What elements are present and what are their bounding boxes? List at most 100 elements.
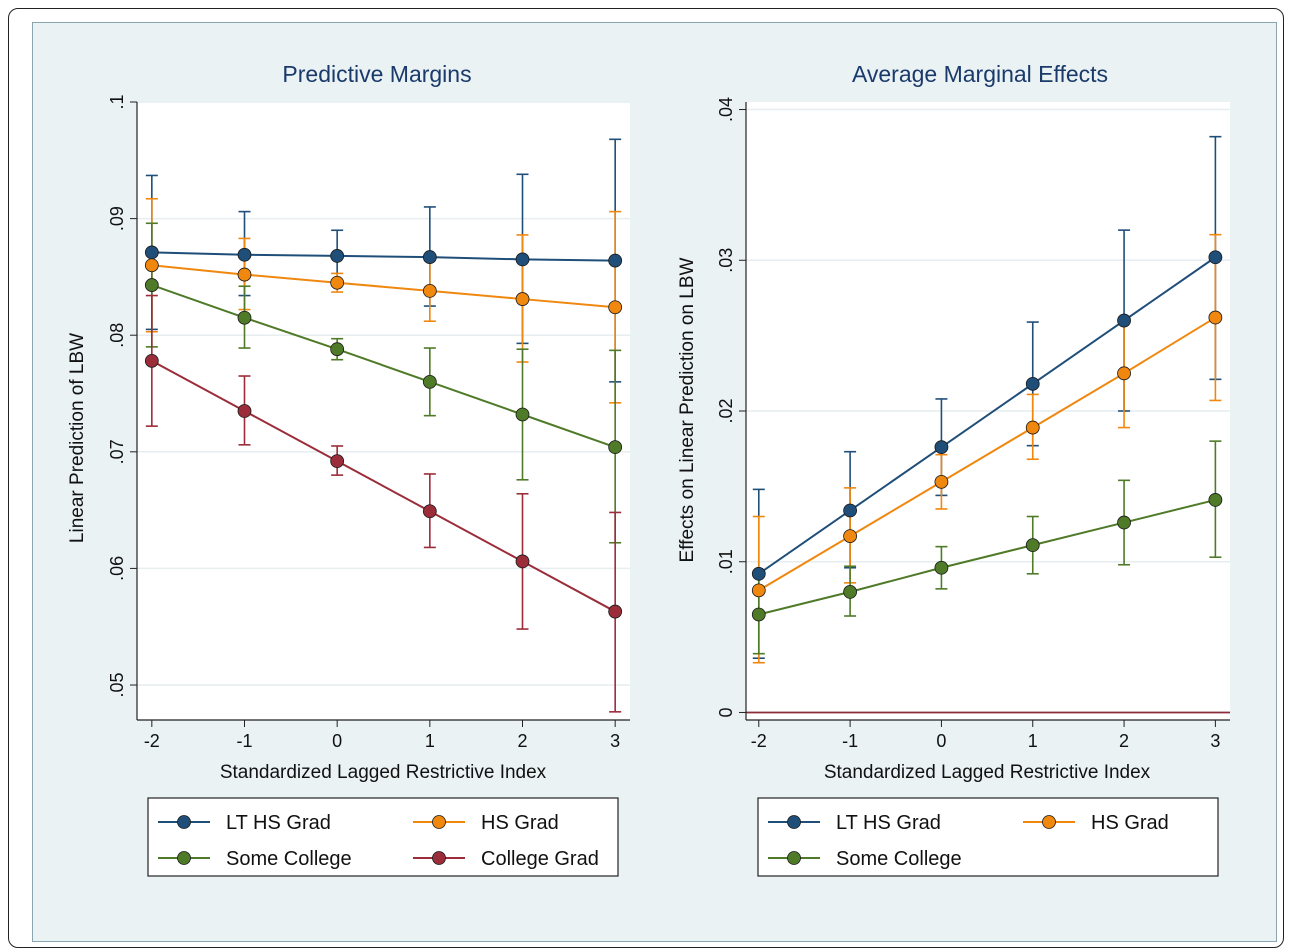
y-tick-label: .08 (107, 323, 127, 348)
legend-label: LT HS Grad (836, 812, 941, 834)
data-point (237, 310, 252, 325)
data-point (144, 353, 159, 368)
legend-label: Some College (836, 848, 962, 870)
legend-label: HS Grad (481, 812, 559, 834)
data-point (1025, 376, 1040, 391)
x-tick-label: 3 (1210, 731, 1220, 751)
series-line (151, 284, 616, 449)
chart-average-marginal-effects: Average Marginal Effects Standardized La… (677, 61, 1230, 783)
y-tick-label: .06 (107, 556, 127, 581)
x-axis-label: Standardized Lagged Restrictive Index (220, 762, 547, 783)
chart-canvas: Predictive Margins Standardized Lagged R… (67, 61, 1230, 877)
x-tick-label: 0 (332, 731, 342, 751)
y-tick-label: 0 (716, 707, 736, 717)
data-point (751, 583, 766, 598)
legend-label: Some College (226, 848, 352, 870)
data-point (330, 275, 345, 290)
data-point (237, 404, 252, 418)
x-axis-label: Standardized Lagged Restrictive Index (824, 762, 1151, 783)
x-tick-label: -2 (144, 731, 160, 751)
chart-title: Predictive Margins (282, 61, 471, 87)
data-point (144, 278, 159, 292)
legend-swatch-marker (787, 851, 801, 865)
data-point (1208, 250, 1223, 265)
series-line (758, 316, 1216, 592)
data-point (422, 374, 437, 389)
data-point (422, 283, 437, 298)
data-point (515, 407, 530, 422)
legend-swatch-marker (787, 815, 801, 829)
y-axis-label: Linear Prediction of LBW (67, 333, 88, 543)
series-line (151, 264, 616, 309)
y-tick-label: .1 (107, 94, 127, 109)
data-point (515, 252, 530, 267)
x-tick-label: 2 (517, 731, 527, 751)
data-point (608, 253, 623, 268)
data-point (934, 474, 949, 489)
data-point (515, 554, 530, 569)
x-tick-label: 2 (1119, 731, 1129, 751)
data-point (608, 440, 623, 455)
series-line (758, 498, 1216, 616)
legend-swatch-marker (177, 815, 191, 829)
data-point (843, 584, 858, 599)
data-point (330, 454, 345, 469)
series-line (758, 256, 1216, 575)
data-point (330, 342, 345, 357)
data-point (843, 529, 858, 544)
plot-area (137, 102, 630, 720)
data-point (1208, 493, 1223, 507)
data-point (237, 247, 252, 262)
data-point (1025, 538, 1040, 553)
x-tick-label: 1 (1028, 731, 1038, 751)
data-point (1208, 310, 1223, 325)
data-point (1117, 366, 1131, 381)
data-point (422, 250, 437, 264)
data-point (608, 300, 623, 315)
data-point (608, 604, 623, 619)
x-tick-label: 3 (610, 731, 620, 751)
legend-label: LT HS Grad (226, 812, 331, 834)
data-point (751, 566, 766, 581)
y-tick-label: .07 (107, 439, 127, 464)
x-tick-label: 0 (936, 731, 946, 751)
data-point (144, 245, 159, 260)
y-tick-label: .02 (716, 398, 736, 423)
x-tick-label: -1 (842, 731, 858, 751)
y-tick-label: .04 (716, 97, 736, 122)
data-point (237, 267, 252, 282)
y-tick-label: .09 (107, 206, 127, 231)
chart-predictive-margins: Predictive Margins Standardized Lagged R… (67, 61, 630, 783)
legend-label: HS Grad (1091, 812, 1169, 834)
data-point (144, 258, 159, 273)
legend-average-marginal-effects: LT HS Grad HS Grad Some College (757, 797, 1219, 877)
legend-swatch-marker (432, 851, 446, 865)
data-point (934, 560, 949, 575)
data-point (330, 249, 345, 263)
data-point (751, 607, 766, 622)
data-point (1025, 420, 1040, 435)
legend-swatch-marker (1042, 815, 1056, 829)
legend-box (757, 797, 1219, 877)
data-point (934, 440, 949, 455)
y-tick-label: .03 (716, 248, 736, 273)
y-tick-label: .05 (107, 673, 127, 698)
series-line (151, 251, 616, 262)
chart-title: Average Marginal Effects (852, 61, 1108, 87)
legend-predictive-margins: LT HS Grad HS Grad Some College College Gra… (147, 797, 619, 877)
data-point (515, 292, 530, 306)
x-tick-label: -2 (751, 731, 767, 751)
legend-swatch-marker (432, 815, 446, 829)
data-point (1117, 313, 1131, 328)
x-tick-label: -1 (236, 731, 252, 751)
y-axis-label: Effects on Linear Prediction on LBW (677, 257, 698, 562)
data-point (843, 503, 858, 518)
legend-swatch-marker (177, 851, 191, 865)
data-point (422, 504, 437, 519)
x-tick-label: 1 (425, 731, 435, 751)
series-line (151, 359, 616, 613)
legend-box (147, 797, 619, 877)
data-point (1117, 515, 1131, 530)
y-tick-label: .01 (716, 549, 736, 574)
legend-label: College Grad (481, 848, 599, 870)
